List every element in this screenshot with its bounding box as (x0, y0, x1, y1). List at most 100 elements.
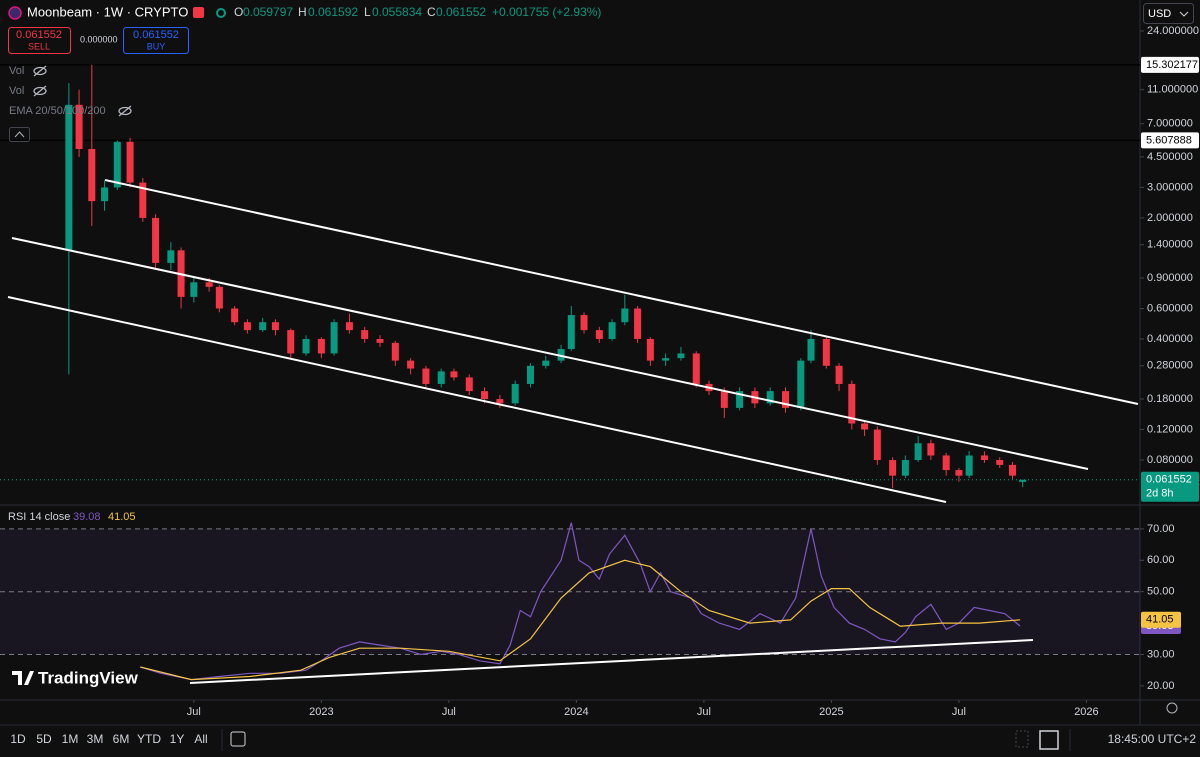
candle-body (996, 460, 1004, 465)
range-button[interactable]: 1M (62, 732, 79, 746)
buy-price[interactable]: 0.061552 (133, 29, 179, 41)
x-tick-label: Jul (187, 706, 201, 718)
ohlc-value: 0.061592 (308, 5, 358, 19)
x-tick-label: 2026 (1074, 706, 1098, 718)
candle-body (621, 308, 629, 323)
candle-body (215, 286, 223, 309)
countdown: 2d 8h (1146, 488, 1174, 500)
indicator-label[interactable]: EMA 20/50/100/200 (9, 105, 106, 117)
candle-body (65, 104, 73, 251)
candle-body (496, 399, 504, 404)
rsi-title: RSI 14 close (8, 511, 70, 523)
logo[interactable]: TradingView (38, 668, 139, 687)
rsi-value: 39.08 (73, 511, 101, 523)
channel-middle (11, 237, 1089, 470)
candle-body (88, 149, 96, 202)
plot-area: Jul 2023 Jul 2024 Jul 2025 Jul 2026 24.000000 11.… (0, 25, 1199, 718)
status-dot (216, 8, 226, 18)
range-button[interactable]: 3M (87, 732, 104, 746)
y-tick-label: 1.400000 (1147, 239, 1193, 251)
candle-body (101, 187, 109, 202)
candle-body (955, 470, 963, 476)
eye-slash (33, 85, 47, 97)
candle-body (914, 443, 922, 461)
x-tick-label: 2025 (819, 706, 843, 718)
y-tick-label: 2.000000 (1147, 212, 1193, 224)
range-button[interactable]: 1Y (170, 732, 185, 746)
settings-icon[interactable] (1166, 702, 1178, 714)
candle-body (437, 371, 445, 384)
rsi-ma-value: 41.05 (108, 511, 136, 523)
collapse-icon (14, 131, 25, 138)
candle-body (152, 217, 160, 263)
drawings (7, 179, 1139, 684)
buy-label[interactable]: BUY (147, 41, 166, 51)
indicator-label[interactable]: Vol (9, 65, 24, 77)
price-badge (1141, 471, 1199, 502)
candle-body (376, 338, 384, 343)
candle-body (595, 330, 603, 339)
rsi-line (140, 559, 1021, 681)
flag-icon[interactable] (193, 7, 204, 18)
x-tick-label: 2023 (309, 706, 333, 718)
candle-body (720, 391, 728, 408)
date-range-icon[interactable] (230, 731, 246, 747)
x-tick-label: Jul (697, 706, 711, 718)
y-tick-label: 24.000000 (1147, 25, 1199, 37)
sell-label[interactable]: SELL (28, 41, 50, 51)
ohlc-label: O (234, 5, 243, 19)
candle-body (848, 383, 856, 424)
ohlc-value: 0.055834 (372, 5, 422, 19)
candle-body (302, 338, 310, 354)
sell-price[interactable]: 0.061552 (16, 29, 62, 41)
range-button[interactable]: 6M (113, 732, 130, 746)
level-badge (1141, 132, 1199, 149)
candle-body (608, 322, 616, 339)
eye-icon[interactable] (33, 66, 47, 76)
indicator-label[interactable]: Vol (9, 85, 24, 97)
eye-icon[interactable] (33, 86, 47, 96)
range-button[interactable]: YTD (137, 732, 161, 746)
x-tick-label: Jul (952, 706, 966, 718)
spread: 0.000000 (80, 34, 118, 44)
rsi-badge (1141, 611, 1181, 628)
range-button[interactable]: All (194, 732, 207, 746)
hidden-icons (33, 65, 132, 117)
currency[interactable]: USD (1148, 8, 1171, 20)
y-tick-label: 3.000000 (1147, 181, 1193, 193)
y-tick-label: 60.00 (1147, 554, 1175, 566)
candle-body (113, 141, 121, 188)
screenshot-icon[interactable] (1039, 730, 1059, 750)
y-tick-label: 0.120000 (1147, 423, 1193, 435)
range-button[interactable]: 5D (36, 732, 52, 746)
candle-body (231, 308, 239, 323)
buy-button[interactable] (123, 27, 189, 54)
symbol[interactable]: Moonbeam · 1W · CRYPTO (27, 4, 188, 19)
ohlc-label: C (427, 5, 436, 19)
symbol-icon (8, 6, 22, 20)
ohlc-value: 0.061552 (436, 5, 486, 19)
sell-button[interactable] (8, 27, 71, 54)
eye-icon[interactable] (118, 106, 132, 116)
fullscreen-icon[interactable] (1015, 730, 1029, 748)
candle-body (126, 141, 134, 183)
y-tick-label: 30.00 (1147, 648, 1175, 660)
range-button[interactable]: 1D (10, 732, 26, 746)
range-bar: 1D 5D 1M 3M 6M YTD 1Y All (10, 732, 207, 746)
currency-button[interactable] (1143, 3, 1194, 24)
candle-body (139, 182, 147, 218)
candle-body (901, 460, 909, 476)
y-tick-label: 0.180000 (1147, 393, 1193, 405)
chevron (1179, 11, 1189, 17)
candle-body (861, 423, 869, 430)
y-tick-label: 0.280000 (1147, 360, 1193, 372)
candle-body (526, 365, 534, 384)
y-tick-label: 11.000000 (1147, 84, 1198, 96)
candle-body (646, 338, 654, 361)
collapse-button[interactable] (9, 127, 30, 142)
eye-slash (33, 65, 47, 77)
logo-icon (12, 671, 34, 685)
price-change: +0.001755 (+2.93%) (492, 5, 601, 19)
candle-body (190, 282, 198, 297)
